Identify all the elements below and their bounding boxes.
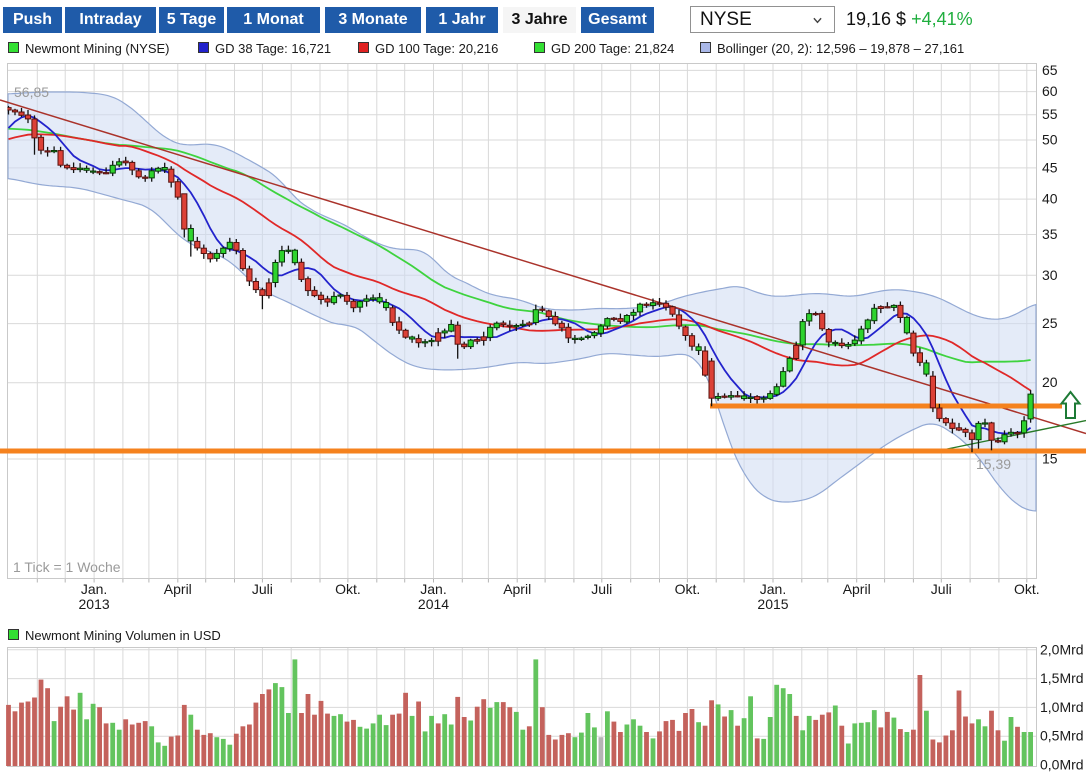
svg-text:April: April: [164, 581, 192, 597]
svg-text:Okt.: Okt.: [675, 581, 701, 597]
svg-text:April: April: [503, 581, 531, 597]
svg-text:Okt.: Okt.: [1014, 581, 1040, 597]
svg-text:Juli: Juli: [931, 581, 952, 597]
svg-text:Okt.: Okt.: [335, 581, 361, 597]
svg-text:50: 50: [1042, 132, 1058, 148]
svg-text:2013: 2013: [79, 596, 110, 612]
svg-text:56,85: 56,85: [14, 84, 49, 100]
svg-text:April: April: [843, 581, 871, 597]
svg-text:30: 30: [1042, 267, 1058, 283]
svg-text:Juli: Juli: [591, 581, 612, 597]
svg-text:2014: 2014: [418, 596, 449, 612]
svg-text:0,5Mrd: 0,5Mrd: [1040, 728, 1084, 744]
svg-text:20: 20: [1042, 374, 1058, 390]
svg-text:2015: 2015: [757, 596, 788, 612]
svg-text:2,0Mrd: 2,0Mrd: [1040, 641, 1084, 657]
svg-text:Jan.: Jan.: [420, 581, 446, 597]
svg-text:1 Tick = 1 Woche: 1 Tick = 1 Woche: [13, 559, 121, 575]
svg-text:1,0Mrd: 1,0Mrd: [1040, 699, 1084, 715]
svg-text:Jan.: Jan.: [760, 581, 786, 597]
svg-text:15: 15: [1042, 451, 1058, 467]
svg-text:35: 35: [1042, 226, 1058, 242]
svg-text:1,5Mrd: 1,5Mrd: [1040, 670, 1084, 686]
svg-text:65: 65: [1042, 62, 1058, 78]
svg-text:15,39: 15,39: [976, 456, 1011, 472]
svg-text:60: 60: [1042, 83, 1058, 99]
svg-text:Jan.: Jan.: [81, 581, 107, 597]
svg-text:25: 25: [1042, 315, 1058, 331]
svg-text:0,0Mrd: 0,0Mrd: [1040, 757, 1084, 773]
svg-text:45: 45: [1042, 159, 1058, 175]
svg-text:55: 55: [1042, 106, 1058, 122]
svg-text:40: 40: [1042, 191, 1058, 207]
svg-text:Juli: Juli: [252, 581, 273, 597]
